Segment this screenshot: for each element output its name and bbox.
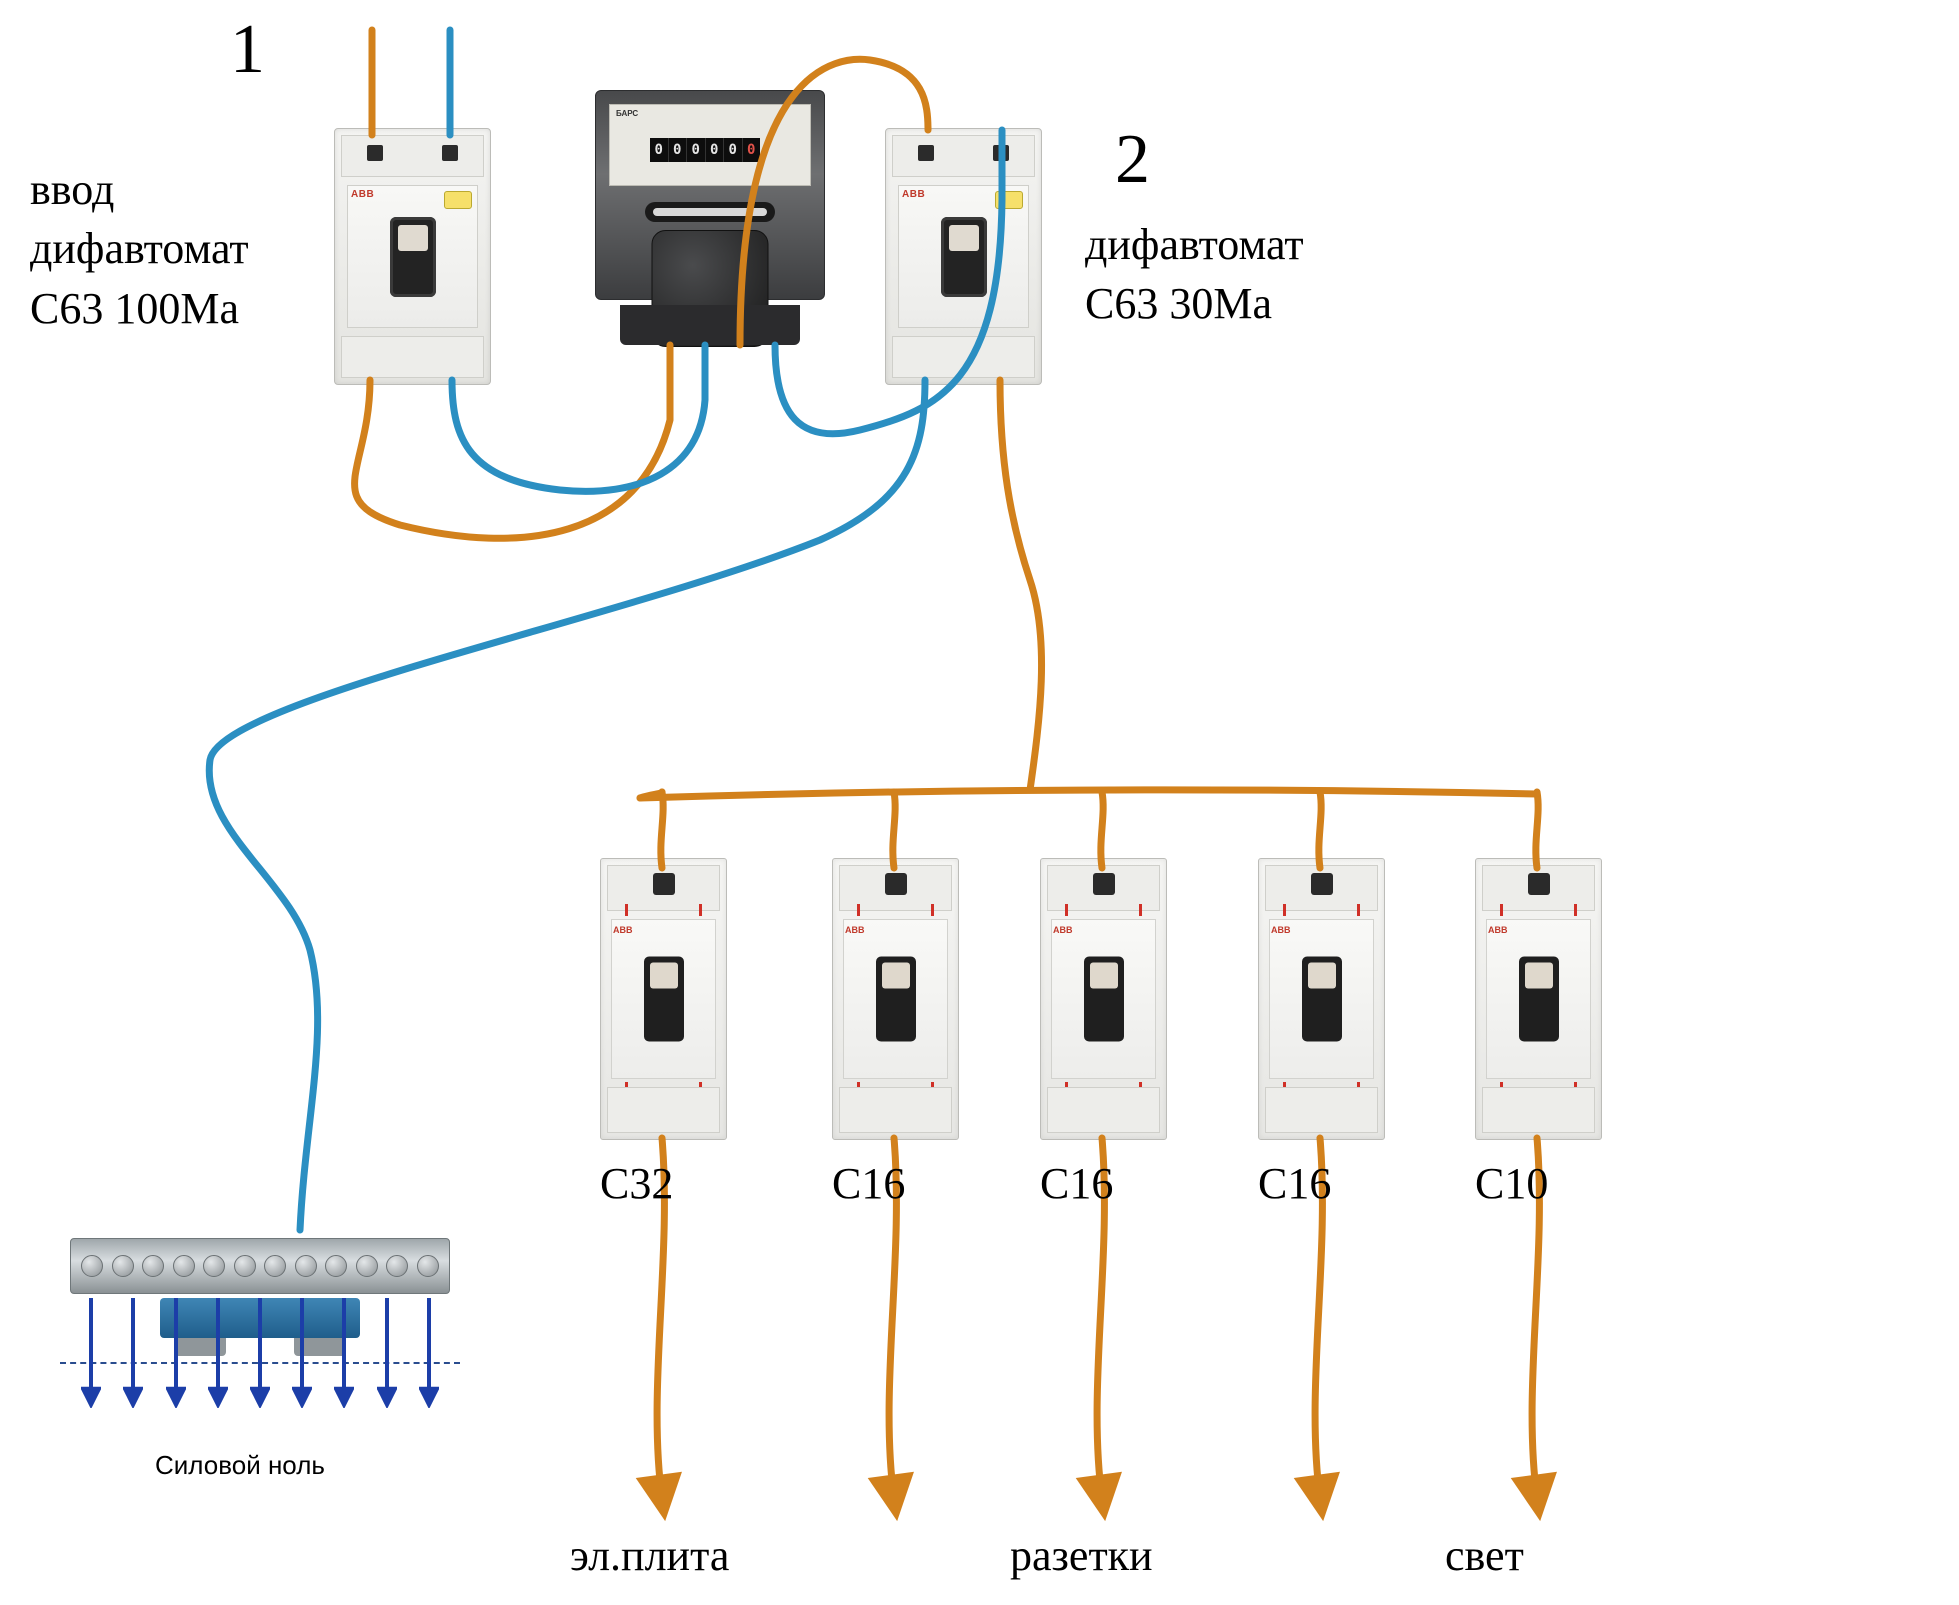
label-busbar: Силовой ноль xyxy=(155,1450,325,1481)
label-input-rcbo: ввод дифавтомат С63 100Ма xyxy=(30,160,249,338)
rating-0: С32 xyxy=(600,1158,673,1209)
rating-4: С10 xyxy=(1475,1158,1548,1209)
rcbo-2-brand: ABB xyxy=(902,189,925,200)
mcb-2: ABB xyxy=(1040,858,1167,1140)
rating-1: С16 xyxy=(832,1158,905,1209)
circuit-2: разетки xyxy=(1010,1530,1153,1581)
hand-number-1: 1 xyxy=(230,15,265,85)
mcb-1: ABB xyxy=(832,858,959,1140)
rating-3: С16 xyxy=(1258,1158,1331,1209)
mcb-4: ABB xyxy=(1475,858,1602,1140)
hand-number-2: 2 xyxy=(1115,125,1150,195)
label-second-rcbo: дифавтомат С63 30Ма xyxy=(1085,215,1304,334)
wiring-diagram-stage: 1 2 ввод дифавтомат С63 100Ма дифавтомат… xyxy=(0,0,1959,1605)
rcbo-1-brand: ABB xyxy=(351,189,374,200)
busbar-rail xyxy=(70,1238,450,1294)
mcb-3: ABB xyxy=(1258,858,1385,1140)
rcbo-1: ABB xyxy=(334,128,491,385)
electric-meter: БАРС 000000 xyxy=(595,90,825,345)
rating-2: С16 xyxy=(1040,1158,1113,1209)
neutral-busbar xyxy=(70,1238,450,1338)
mcb-0: ABB xyxy=(600,858,727,1140)
circuit-4: свет xyxy=(1445,1530,1524,1581)
rcbo-2: ABB xyxy=(885,128,1042,385)
circuit-0: эл.плита xyxy=(570,1530,729,1581)
